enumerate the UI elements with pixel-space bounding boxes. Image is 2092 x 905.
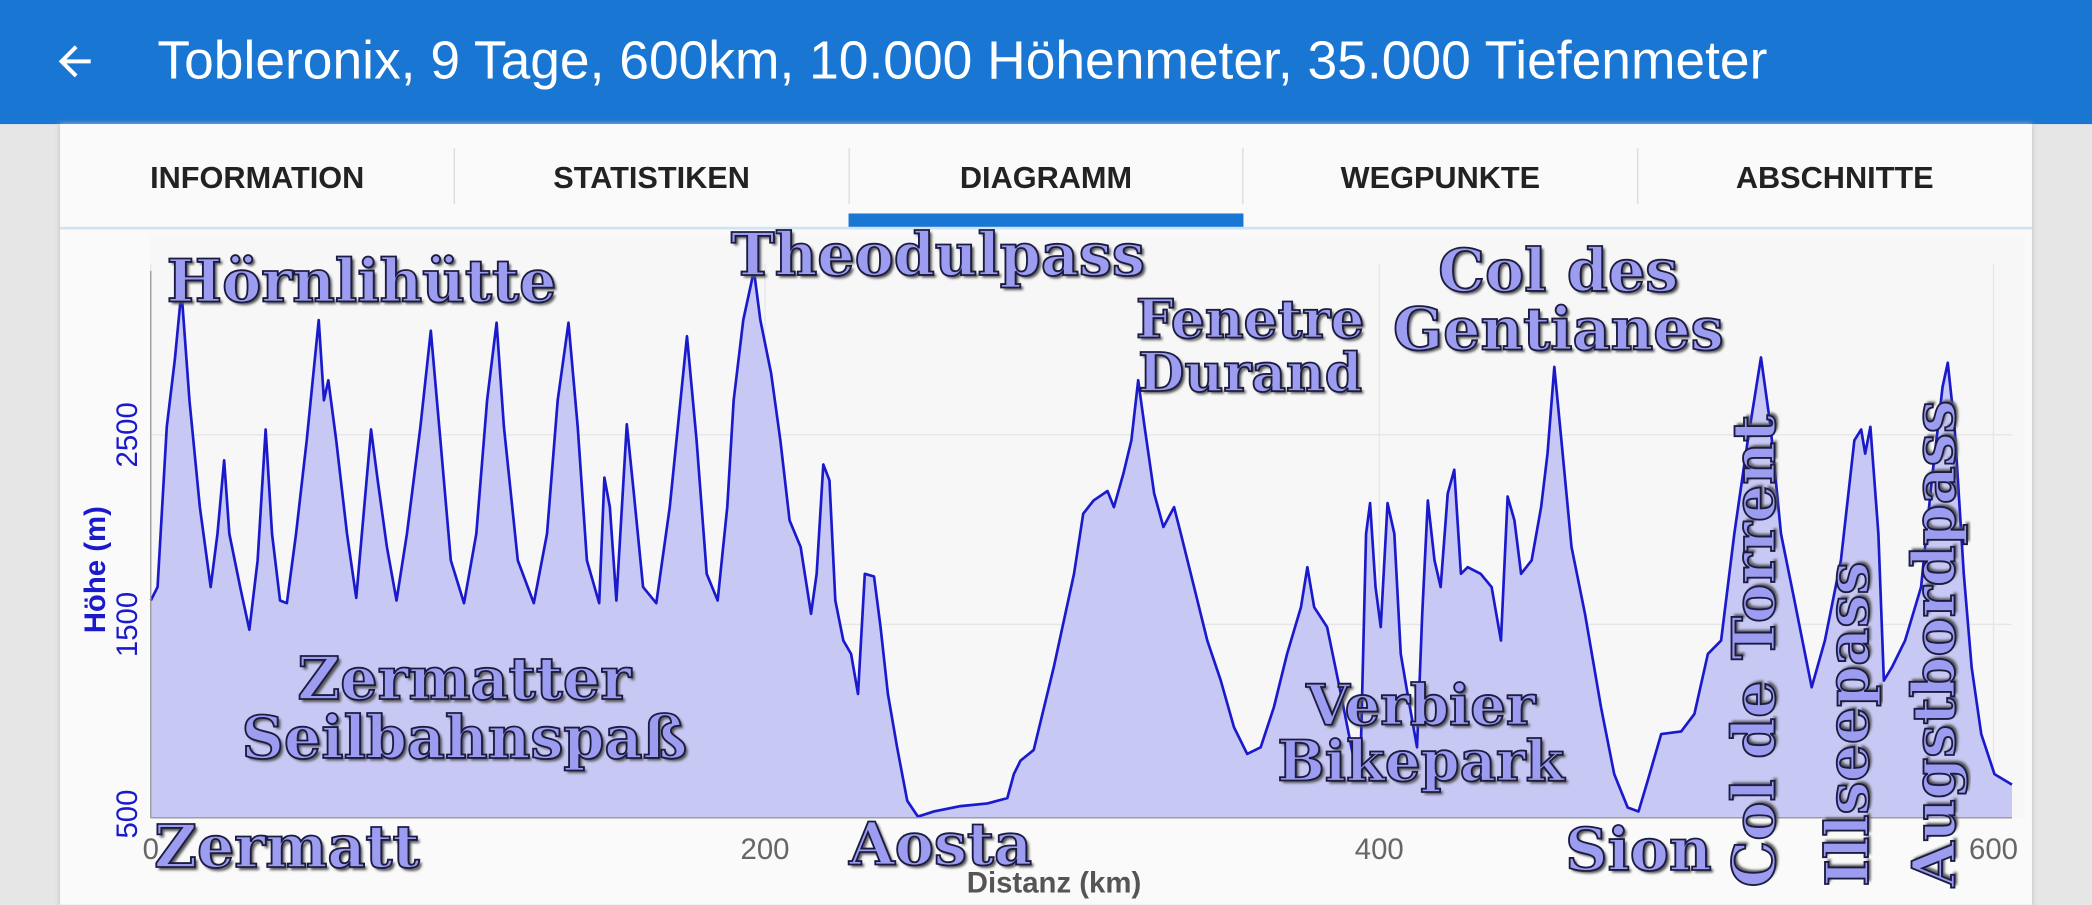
app-bar: Tobleronix, 9 Tage, 600km, 10.000 Höhenm… (0, 0, 2092, 125)
place-label: Aosta (848, 811, 1033, 880)
x-tick-label: 400 (1355, 833, 1404, 866)
y-tick-label: 2500 (111, 402, 144, 467)
place-label: Zermatt (153, 813, 420, 882)
area-fill (150, 270, 2012, 818)
place-label: Hörnlihütte (166, 248, 558, 317)
place-label: Theodulpass (730, 221, 1146, 290)
place-label: Col des Gentianes (1392, 237, 1725, 365)
tab[interactable]: WEGPUNKTE (1340, 160, 1541, 195)
tab[interactable]: STATISTIKEN (553, 160, 750, 195)
elevation-line (149, 269, 2013, 818)
x-tick-label: 600 (1969, 833, 2018, 866)
y-axis-label: Höhe (m) (79, 506, 112, 633)
place-label: Zermatter Seilbahnspaß (241, 645, 688, 773)
x-tick-label: 0 (143, 833, 159, 866)
y-tick-label: 1500 (111, 592, 144, 657)
place-label: Fenetre Durand (1135, 288, 1365, 405)
place-label: Illseepass (1813, 561, 1883, 888)
place-label: Augstbordpass (1900, 399, 1970, 888)
tab[interactable]: INFORMATION (150, 160, 365, 195)
place-label: Col de Torrent (1720, 414, 1790, 888)
x-tick-label: 200 (741, 833, 790, 866)
place-label: Verbier Bikepark (1276, 672, 1565, 794)
x-axis-label: Distanz (km) (967, 866, 1141, 899)
tab-bar: INFORMATION STATISTIKEN DIAGRAMM WEGPUNK… (60, 124, 2032, 230)
app-title: Tobleronix, 9 Tage, 600km, 10.000 Höhenm… (157, 32, 1768, 91)
selected-tab-indicator (848, 213, 1244, 227)
place-label: Sion (1564, 816, 1712, 885)
tab[interactable]: ABSCHNITTE (1735, 160, 1934, 195)
tab[interactable]: DIAGRAMM (959, 160, 1133, 195)
y-tick-label: 500 (111, 790, 144, 839)
back-button[interactable] (51, 37, 99, 85)
